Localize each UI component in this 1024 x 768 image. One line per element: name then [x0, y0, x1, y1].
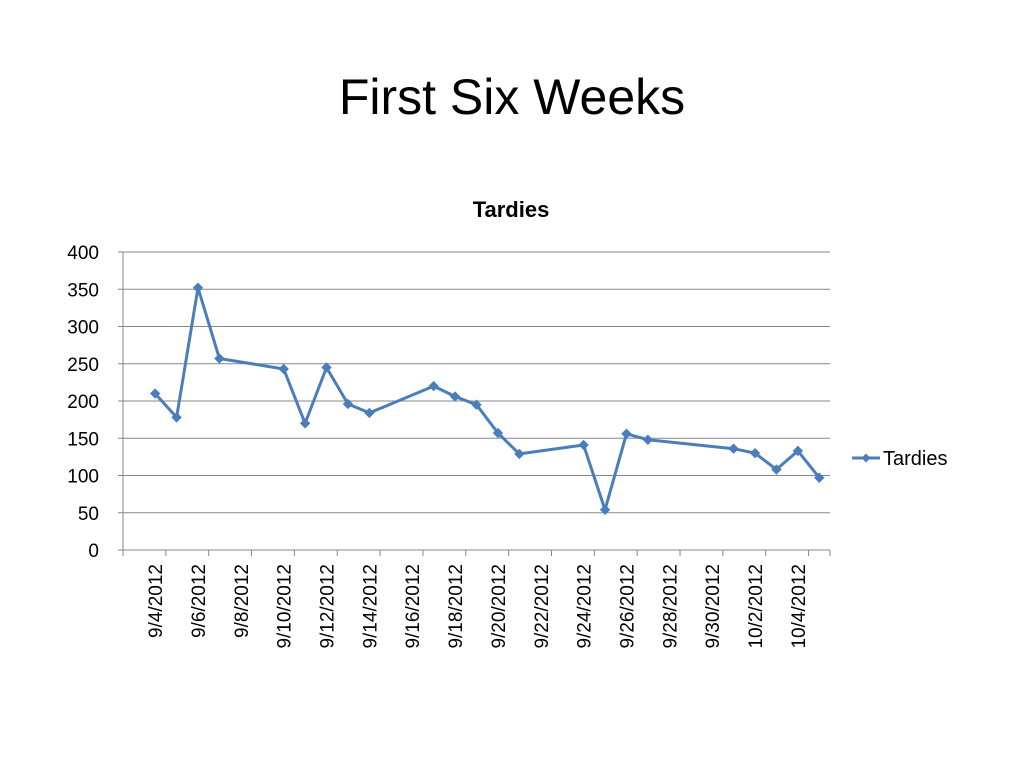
- data-point: [428, 380, 439, 392]
- x-tick-label: 9/4/2012: [146, 564, 167, 638]
- y-tick-label: 200: [67, 392, 99, 413]
- gridlines: [123, 251, 830, 514]
- data-point: [492, 427, 504, 439]
- y-tick-label: 100: [67, 467, 99, 488]
- data-point: [749, 447, 761, 459]
- data-point: [364, 407, 375, 419]
- y-tick-label: 250: [67, 355, 99, 376]
- data-point: [321, 362, 332, 373]
- y-axis-tick-labels: 0 50 100 150 200 250 300 350 400: [67, 243, 99, 562]
- data-point: [621, 428, 632, 439]
- x-tick-label: 9/6/2012: [189, 564, 210, 638]
- data-point: [471, 399, 482, 410]
- legend-label: Tardies: [883, 448, 947, 470]
- data-point: [214, 353, 225, 364]
- data-point: [192, 282, 204, 293]
- data-point: [514, 448, 525, 460]
- x-tick-label: 9/26/2012: [617, 564, 638, 649]
- x-tick-label: 10/2/2012: [746, 564, 767, 649]
- data-point: [342, 398, 354, 410]
- x-tick-label: 9/18/2012: [446, 564, 467, 649]
- data-point: [299, 418, 311, 429]
- chart-title: Tardies: [473, 197, 550, 222]
- x-tick-label: 9/20/2012: [489, 564, 510, 649]
- x-tick-label: 9/24/2012: [575, 564, 596, 649]
- series-line-tardies: [153, 286, 821, 512]
- x-tick-label: 9/14/2012: [360, 564, 381, 649]
- data-point: [728, 443, 739, 454]
- axes: [118, 251, 831, 556]
- y-tick-label: 150: [67, 429, 99, 450]
- data-point: [149, 388, 161, 399]
- x-tick-label: 9/16/2012: [403, 564, 424, 649]
- y-tick-label: 300: [67, 318, 99, 339]
- x-axis-tick-labels: 9/4/2012 9/6/2012 9/8/2012 9/10/2012 9/12/20…: [146, 564, 810, 649]
- x-tick-label: 9/10/2012: [275, 564, 296, 649]
- data-point: [449, 391, 461, 402]
- y-tick-label: 0: [88, 541, 99, 562]
- x-tick-label: 9/28/2012: [660, 564, 681, 649]
- legend-marker: [861, 453, 871, 463]
- x-tick-label: 9/30/2012: [703, 564, 724, 649]
- data-point: [171, 412, 182, 423]
- data-point: [599, 504, 611, 515]
- x-tick-label: 10/4/2012: [789, 564, 810, 649]
- data-point: [771, 464, 782, 475]
- y-tick-label: 50: [78, 504, 99, 525]
- data-point: [278, 363, 289, 375]
- x-tick-label: 9/12/2012: [318, 564, 339, 649]
- legend: Tardies: [852, 448, 947, 470]
- data-point: [792, 445, 804, 457]
- x-tick-label: 9/8/2012: [232, 564, 253, 638]
- data-point: [814, 472, 825, 483]
- slide-title: First Six Weeks: [338, 69, 686, 125]
- x-tick-label: 9/22/2012: [532, 564, 553, 649]
- series-tardies: [149, 282, 825, 515]
- data-point: [642, 434, 654, 445]
- y-tick-label: 350: [67, 280, 99, 301]
- y-tick-label: 400: [67, 243, 99, 264]
- data-point: [578, 439, 589, 451]
